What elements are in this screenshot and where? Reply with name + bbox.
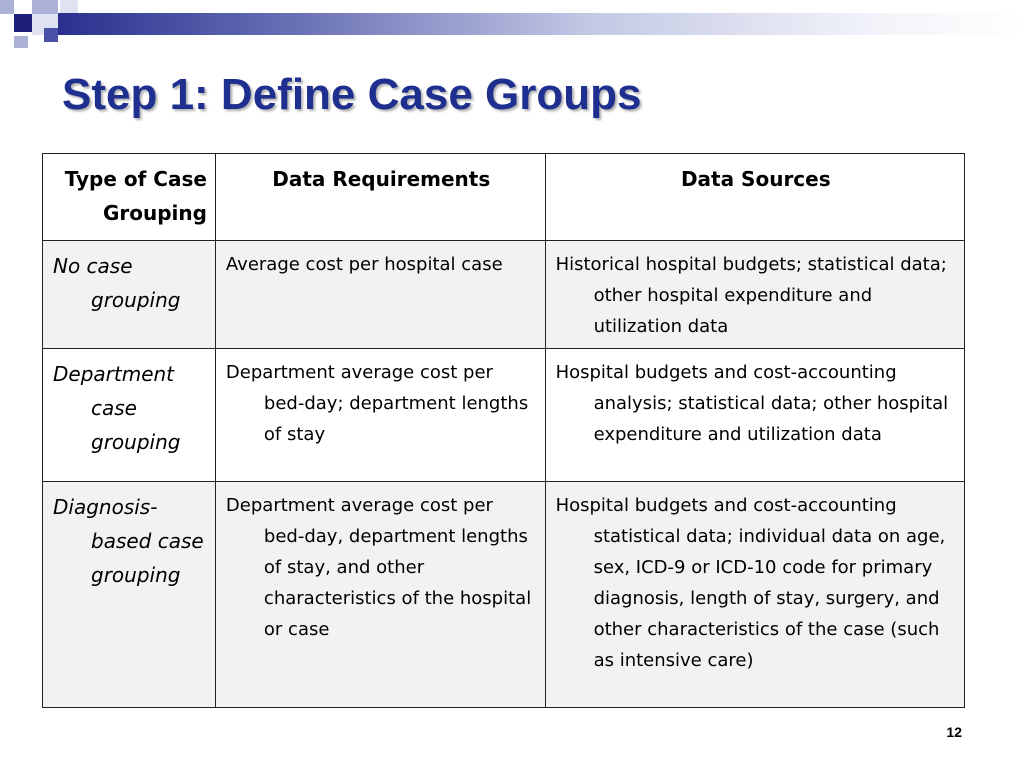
cell-sources: Hospital budgets and cost-accounting sta…	[544, 481, 966, 708]
decorative-square	[44, 28, 58, 42]
table-header-row: Type of Case Grouping Data Requirements …	[42, 153, 966, 241]
cell-sources: Historical hospital budgets; statistical…	[544, 240, 966, 349]
cell-requirements: Department average cost per bed-day; dep…	[214, 348, 546, 482]
table-row: Diagnosis-based case grouping Department…	[42, 481, 966, 708]
header-band	[58, 13, 1024, 35]
decorative-square	[0, 0, 14, 14]
cell-type: Diagnosis-based case grouping	[42, 481, 216, 708]
table-row: No case grouping Average cost per hospit…	[42, 240, 966, 349]
decorative-square	[32, 0, 58, 14]
cell-requirements: Average cost per hospital case	[214, 240, 546, 349]
decorative-square	[14, 36, 28, 48]
cell-sources: Hospital budgets and cost-accounting ana…	[544, 348, 966, 482]
slide-title: Step 1: Define Case Groups	[62, 70, 642, 119]
header-requirements: Data Requirements	[214, 153, 546, 241]
table-row: Department case grouping Department aver…	[42, 348, 966, 482]
case-groups-table: Type of Case Grouping Data Requirements …	[42, 153, 966, 708]
cell-type: No case grouping	[42, 240, 216, 349]
cell-requirements: Department average cost per bed-day, dep…	[214, 481, 546, 708]
header-type: Type of Case Grouping	[42, 153, 216, 241]
decorative-square	[60, 0, 78, 13]
cell-type: Department case grouping	[42, 348, 216, 482]
decorative-square	[14, 14, 32, 32]
header-sources: Data Sources	[544, 153, 966, 241]
page-number: 12	[946, 724, 962, 740]
